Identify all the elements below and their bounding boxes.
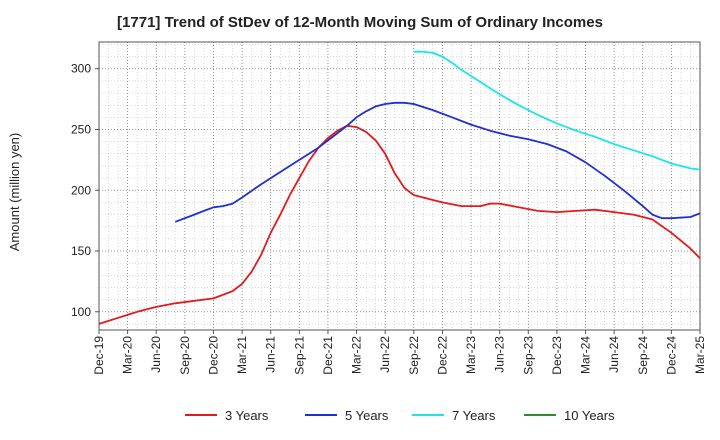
- x-tick-label: Dec-23: [550, 336, 564, 375]
- x-tick-label: Dec-20: [206, 336, 220, 375]
- x-tick-label: Mar-23: [464, 336, 478, 374]
- x-tick-label: Sep-24: [636, 336, 650, 375]
- x-tick-label: Sep-21: [292, 336, 306, 375]
- x-tick-label: Sep-22: [407, 336, 421, 375]
- x-tick-label: Jun-23: [493, 336, 507, 373]
- x-tick-label: Jun-24: [607, 336, 621, 373]
- x-tick-label: Jun-20: [149, 336, 163, 373]
- series-line-5-years: [174, 101, 701, 223]
- x-tick-label: Dec-24: [664, 336, 678, 375]
- series-line-7-years: [413, 50, 701, 171]
- legend: 3 Years 5 Years 7 Years 10 Years: [185, 408, 615, 423]
- x-tick-label: Sep-23: [521, 336, 535, 375]
- legend-label: 5 Years: [345, 408, 389, 423]
- y-tick-label: 100: [71, 305, 91, 319]
- x-tick-label: Dec-22: [435, 336, 449, 375]
- series-line-3-years: [98, 124, 701, 325]
- y-tick-label: 300: [71, 62, 91, 76]
- legend-label: 3 Years: [225, 408, 269, 423]
- plot-frame: [98, 41, 701, 331]
- y-tick-label: 250: [71, 122, 91, 136]
- y-axis: 100 150 200 250 300: [71, 62, 99, 319]
- x-tick-label: Mar-25: [693, 336, 707, 374]
- y-tick-label: 200: [71, 183, 91, 197]
- x-tick-label: Mar-22: [350, 336, 364, 374]
- x-tick-label: Mar-24: [579, 336, 593, 374]
- legend-label: 7 Years: [452, 408, 496, 423]
- x-tick-label: Jun-21: [264, 336, 278, 373]
- legend-label: 10 Years: [564, 408, 615, 423]
- y-tick-label: 150: [71, 244, 91, 258]
- x-tick-label: Dec-19: [92, 336, 106, 375]
- x-tick-label: Mar-20: [121, 336, 135, 374]
- x-tick-label: Mar-21: [235, 336, 249, 374]
- y-axis-title: Amount (million yen): [7, 133, 22, 252]
- series-layer: [98, 50, 701, 325]
- chart-title: [1771] Trend of StDev of 12-Month Moving…: [117, 14, 603, 31]
- x-tick-label: Dec-21: [321, 336, 335, 375]
- x-axis: Dec-19 Mar-20 Jun-20 Sep-20 Dec-20 Mar-21 Jun-…: [92, 330, 707, 375]
- grid-layer: [99, 42, 700, 330]
- x-tick-label: Sep-20: [178, 336, 192, 375]
- x-tick-label: Jun-22: [378, 336, 392, 373]
